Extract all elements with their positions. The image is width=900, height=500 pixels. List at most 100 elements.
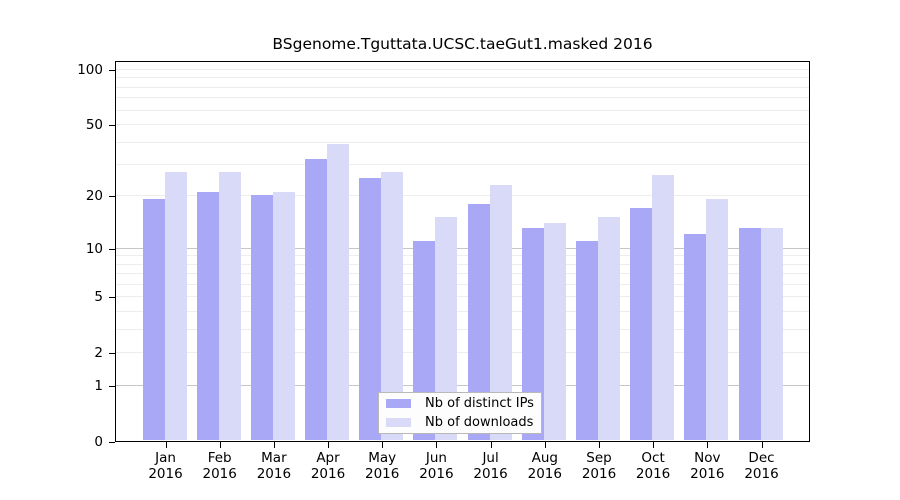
bar-nb-of-downloads-jun xyxy=(435,217,458,440)
x-tick-year: 2016 xyxy=(148,466,183,482)
y-tick-mark-100 xyxy=(109,70,115,71)
gridline-5 xyxy=(116,296,809,298)
x-tick-mark-jun xyxy=(436,442,438,448)
x-tick-mark-jul xyxy=(490,442,492,448)
x-tick-label-mar: Mar 2016 xyxy=(257,450,291,482)
gridline-3 xyxy=(116,328,809,330)
x-tick-month: Nov xyxy=(694,450,721,466)
gridline-10 xyxy=(116,247,809,249)
gridline-50 xyxy=(116,124,809,125)
x-tick-label-jun: Jun 2016 xyxy=(419,450,453,482)
x-tick-label-oct: Oct 2016 xyxy=(636,450,670,482)
x-tick-year: 2016 xyxy=(365,466,400,482)
x-tick-mark-sep xyxy=(599,442,600,448)
x-tick-month: Jun xyxy=(425,450,447,466)
gridline-8 xyxy=(116,263,809,265)
gridline-2 xyxy=(116,352,809,354)
x-tick-year: 2016 xyxy=(202,466,237,482)
x-tick-month: Jul xyxy=(482,450,499,466)
x-tick-month: Apr xyxy=(316,450,340,466)
legend-item-downloads: Nb of downloads xyxy=(386,414,541,431)
gridline-30 xyxy=(116,164,809,166)
bar-nb-of-distinct-ips-nov xyxy=(684,234,707,440)
y-tick-mark-50 xyxy=(109,125,115,126)
bar-nb-of-downloads-may xyxy=(381,172,404,440)
x-tick-month: Mar xyxy=(261,450,287,466)
bar-nb-of-distinct-ips-feb xyxy=(196,191,219,440)
legend: Nb of distinct IPs Nb of downloads xyxy=(378,392,542,434)
bar-nb-of-downloads-apr xyxy=(327,143,349,440)
plot-area xyxy=(115,61,810,442)
x-tick-month: May xyxy=(368,450,397,466)
y-tick-mark-5 xyxy=(109,297,115,299)
x-tick-year: 2016 xyxy=(419,466,454,482)
gridline-7 xyxy=(116,273,809,275)
chart-title: BSgenome.Tguttata.UCSC.taeGut1.masked 20… xyxy=(272,35,653,53)
y-tick-mark-20 xyxy=(109,196,115,198)
x-tick-label-nov: Nov 2016 xyxy=(690,450,724,482)
y-tick-mark-2 xyxy=(109,353,115,355)
x-tick-year: 2016 xyxy=(473,466,508,482)
legend-label-distinct-ips: Nb of distinct IPs xyxy=(425,396,534,411)
x-tick-month: Jan xyxy=(155,450,176,466)
bar-nb-of-downloads-sep xyxy=(598,217,620,440)
y-tick-mark-1 xyxy=(109,385,115,387)
bar-nb-of-downloads-nov xyxy=(706,199,729,440)
x-tick-mark-mar xyxy=(273,442,275,448)
x-tick-label-dec: Dec 2016 xyxy=(744,450,778,482)
bar-nb-of-distinct-ips-aug xyxy=(521,228,544,440)
x-tick-label-aug: Aug 2016 xyxy=(528,450,562,482)
gridline-20 xyxy=(116,195,809,197)
x-tick-mark-jan xyxy=(165,442,167,448)
bar-nb-of-downloads-dec xyxy=(760,228,783,440)
bar-nb-of-distinct-ips-jan xyxy=(142,199,165,440)
y-tick-label-5: 5 xyxy=(94,289,103,306)
bar-nb-of-distinct-ips-apr xyxy=(305,159,327,440)
x-tick-year: 2016 xyxy=(581,466,617,482)
bar-nb-of-downloads-mar xyxy=(272,191,295,440)
legend-label-downloads: Nb of downloads xyxy=(425,415,534,430)
x-tick-label-apr: Apr 2016 xyxy=(311,450,345,482)
x-tick-mark-feb xyxy=(219,442,221,448)
x-tick-year: 2016 xyxy=(690,466,725,482)
x-tick-month: Dec xyxy=(748,450,775,466)
bar-nb-of-distinct-ips-jul xyxy=(467,203,490,440)
gridline-40 xyxy=(116,141,809,143)
gridline-9 xyxy=(116,255,809,257)
legend-item-distinct-ips: Nb of distinct IPs xyxy=(386,395,541,412)
x-tick-label-sep: Sep 2016 xyxy=(582,450,616,482)
x-tick-mark-oct xyxy=(653,442,655,448)
y-tick-mark-0 xyxy=(109,441,115,443)
bar-nb-of-downloads-aug xyxy=(543,222,566,440)
gridline-1 xyxy=(116,384,809,386)
x-tick-month: Oct xyxy=(641,450,665,466)
y-tick-label-20: 20 xyxy=(85,188,103,205)
y-tick-label-1: 1 xyxy=(94,377,103,394)
bar-nb-of-downloads-oct xyxy=(652,175,675,440)
legend-swatch-distinct-ips xyxy=(386,399,411,408)
x-tick-year: 2016 xyxy=(744,466,779,482)
bar-nb-of-distinct-ips-sep xyxy=(576,240,598,440)
gridline-100 xyxy=(116,69,809,70)
x-tick-month: Aug xyxy=(531,450,558,466)
y-tick-label-0: 0 xyxy=(94,433,103,450)
bar-nb-of-distinct-ips-jun xyxy=(413,240,436,440)
x-tick-year: 2016 xyxy=(635,466,671,482)
x-tick-mark-may xyxy=(382,442,384,448)
gridline-60 xyxy=(116,109,809,111)
gridline-90 xyxy=(116,77,809,79)
y-tick-label-100: 100 xyxy=(77,62,103,78)
x-tick-label-may: May 2016 xyxy=(365,450,399,482)
gridline-4 xyxy=(116,310,809,312)
gridline-6 xyxy=(116,283,809,285)
legend-swatch-downloads xyxy=(386,418,411,427)
x-tick-label-jan: Jan 2016 xyxy=(148,450,182,482)
gridline-80 xyxy=(116,86,809,88)
x-tick-year: 2016 xyxy=(310,466,346,482)
x-tick-mark-apr xyxy=(328,442,329,448)
x-tick-mark-nov xyxy=(707,442,709,448)
x-tick-year: 2016 xyxy=(256,466,292,482)
x-tick-year: 2016 xyxy=(527,466,562,482)
bar-nb-of-distinct-ips-dec xyxy=(738,228,761,440)
